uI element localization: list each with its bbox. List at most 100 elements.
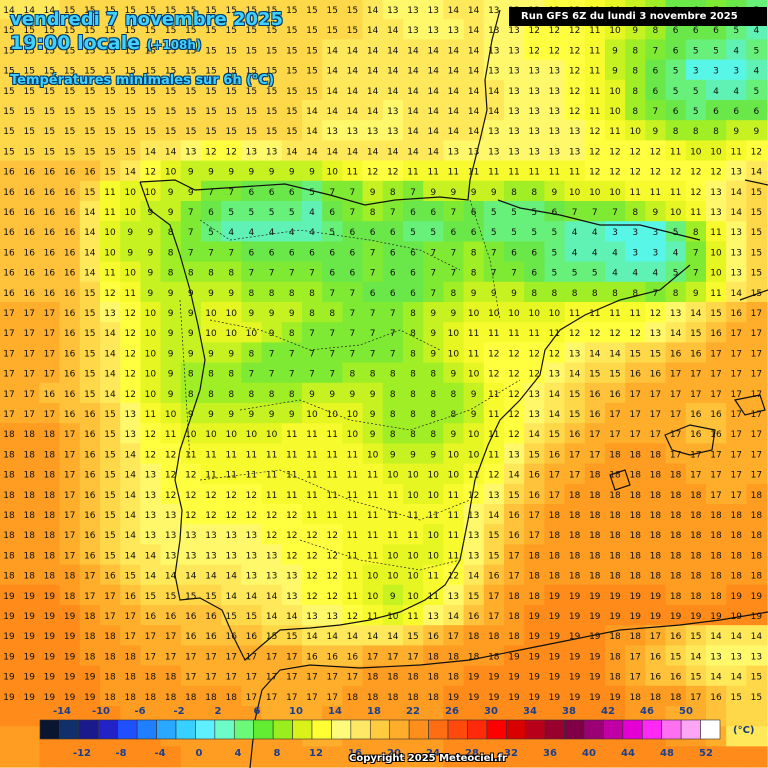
legend-bottom-label: 4 (235, 748, 242, 759)
grid-value: 18 (670, 551, 682, 561)
grid-cell (382, 645, 404, 667)
grid-cell (584, 403, 606, 425)
grid-value: 17 (528, 511, 539, 521)
grid-value: 15 (185, 6, 196, 16)
grid-value: 13 (569, 127, 580, 137)
grid-value: 12 (690, 168, 701, 178)
grid-value: 19 (84, 673, 96, 683)
grid-cell (221, 59, 243, 81)
grid-value: 5 (531, 208, 537, 218)
grid-value: 18 (508, 592, 520, 602)
grid-cell (564, 645, 586, 667)
grid-value: 15 (185, 127, 196, 137)
grid-value: 5 (693, 107, 699, 117)
grid-cell (463, 79, 485, 101)
grid-cell (241, 261, 263, 283)
grid-cell (322, 140, 344, 162)
grid-cell (0, 544, 21, 566)
grid-value: 17 (589, 450, 600, 460)
grid-value: 18 (751, 551, 763, 561)
grid-value: 12 (367, 168, 378, 178)
grid-cell (524, 100, 546, 122)
grid-value: 10 (569, 188, 581, 198)
grid-value: 16 (23, 228, 35, 238)
grid-value: 16 (23, 289, 35, 299)
grid-value: 6 (390, 289, 396, 299)
grid-value: 8 (249, 289, 255, 299)
grid-cell (59, 281, 81, 303)
grid-cell (645, 362, 667, 384)
grid-cell (544, 746, 566, 768)
grid-value: 10 (145, 349, 157, 359)
grid-value: 9 (471, 188, 477, 198)
grid-value: 15 (165, 592, 176, 602)
grid-value: 16 (589, 410, 601, 420)
grid-cell (584, 382, 606, 404)
grid-value: 14 (468, 107, 480, 117)
grid-cell (201, 443, 223, 465)
grid-cell (120, 564, 142, 586)
grid-cell (463, 564, 485, 586)
legend-bottom-label: 36 (543, 748, 557, 759)
legend-bottom-label: -8 (115, 748, 126, 759)
grid-value: 18 (670, 491, 682, 501)
grid-cell (504, 241, 526, 263)
grid-cell (302, 504, 324, 526)
grid-cell (19, 605, 41, 627)
grid-cell (504, 443, 526, 465)
grid-cell (504, 39, 526, 61)
grid-value: 10 (225, 430, 237, 440)
grid-value: 11 (448, 491, 459, 501)
grid-cell (201, 241, 223, 263)
grid-value: 8 (249, 390, 255, 400)
grid-cell (544, 201, 566, 223)
grid-cell (19, 746, 41, 768)
grid-value: 12 (104, 289, 115, 299)
grid-value: 4 (612, 269, 618, 279)
grid-cell (302, 180, 324, 202)
grid-cell (59, 302, 81, 324)
grid-value: 18 (589, 511, 601, 521)
grid-value: 9 (552, 188, 558, 198)
grid-value: 13 (508, 127, 519, 137)
grid-cell (625, 483, 647, 505)
grid-value: 14 (448, 127, 460, 137)
grid-cell (120, 665, 142, 687)
grid-cell (605, 382, 627, 404)
grid-value: 7 (329, 349, 335, 359)
grid-cell (362, 423, 384, 445)
grid-value: 10 (387, 612, 399, 622)
grid-value: 17 (84, 572, 95, 582)
grid-cell (261, 544, 283, 566)
grid-cell (665, 59, 687, 81)
grid-cell (241, 625, 263, 647)
grid-value: 13 (549, 67, 560, 77)
grid-cell (382, 423, 404, 445)
grid-cell (504, 382, 526, 404)
grid-value: 14 (367, 147, 379, 157)
grid-value: 11 (549, 329, 560, 339)
grid-value: 10 (609, 107, 621, 117)
grid-cell (221, 625, 243, 647)
grid-cell (281, 625, 303, 647)
grid-cell (544, 100, 566, 122)
grid-cell (261, 19, 283, 41)
grid-cell (19, 382, 41, 404)
grid-value: 18 (629, 531, 641, 541)
grid-cell (645, 443, 667, 465)
grid-cell (382, 19, 404, 41)
grid-cell (0, 403, 21, 425)
grid-cell (160, 241, 182, 263)
grid-value: 19 (488, 693, 500, 703)
grid-cell (544, 342, 566, 364)
grid-cell (524, 524, 546, 546)
grid-cell (382, 544, 404, 566)
grid-value: 13 (569, 349, 580, 359)
legend-swatch (661, 719, 682, 740)
grid-cell (564, 140, 586, 162)
grid-value: 11 (448, 531, 459, 541)
grid-cell (625, 685, 647, 707)
grid-cell (180, 443, 202, 465)
grid-value: 15 (104, 430, 115, 440)
